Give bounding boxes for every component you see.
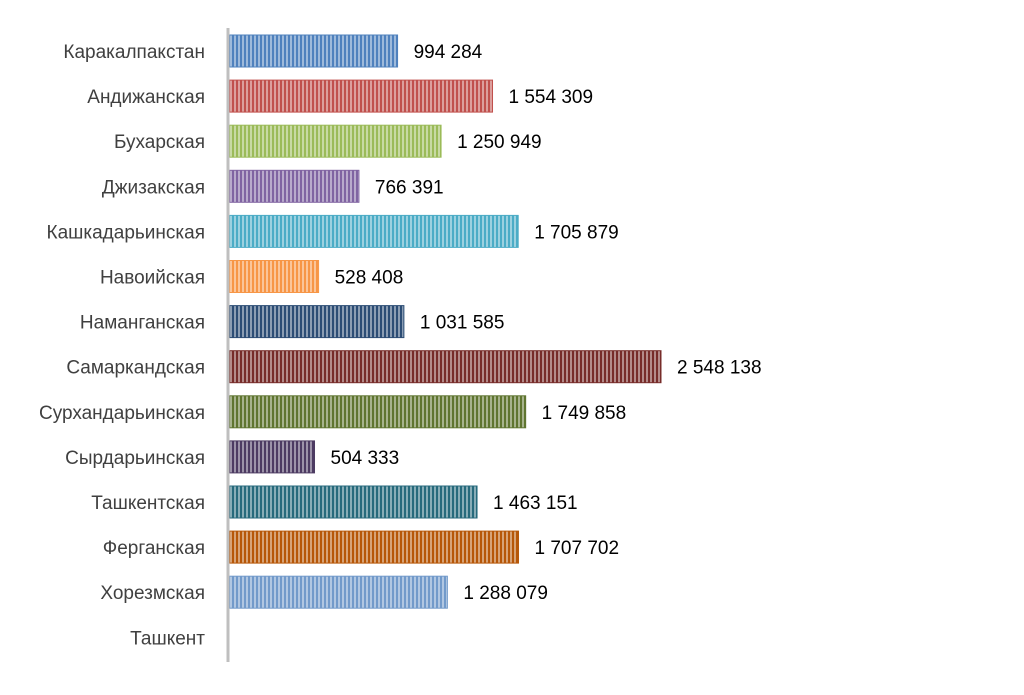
value-label: 1 707 702 <box>535 538 620 559</box>
category-label: Джизакская <box>102 177 205 198</box>
bar <box>228 34 399 68</box>
category-label: Каракалпакстан <box>63 42 205 63</box>
bar <box>228 214 519 248</box>
category-label: Сурхандарьинская <box>39 403 205 424</box>
value-label: 1 031 585 <box>420 313 505 334</box>
bar <box>228 485 478 519</box>
category-label: Сырдарьинская <box>65 448 205 469</box>
bar <box>228 575 448 609</box>
category-label: Ферганская <box>103 538 205 559</box>
value-label: 1 749 858 <box>542 403 627 424</box>
value-label: 1 554 309 <box>509 87 594 108</box>
bar <box>228 79 494 113</box>
value-label: 994 284 <box>414 42 483 63</box>
value-label: 2 548 138 <box>677 358 762 379</box>
category-label: Ташкент <box>130 628 205 649</box>
bar <box>228 395 527 429</box>
value-label: 766 391 <box>375 177 444 198</box>
category-label: Хорезмская <box>100 583 205 604</box>
bar <box>228 440 316 474</box>
value-label: 1 288 079 <box>463 583 548 604</box>
value-label: 1 463 151 <box>493 493 578 514</box>
bar <box>228 350 662 384</box>
category-label: Бухарская <box>114 132 205 153</box>
value-label: 1 250 949 <box>457 132 542 153</box>
category-label: Навоийская <box>100 268 205 289</box>
category-label: Андижанская <box>87 87 205 108</box>
category-label: Ташкентская <box>91 493 205 514</box>
value-label: 1 705 879 <box>534 222 619 243</box>
category-label: Самаркандская <box>66 358 205 379</box>
category-label: Кашкадарьинская <box>47 222 206 243</box>
bar <box>228 530 520 564</box>
bar <box>228 260 320 293</box>
value-label: 504 333 <box>331 448 400 469</box>
category-label: Наманганская <box>80 313 205 334</box>
bars-layer <box>228 34 662 609</box>
value-label: 528 408 <box>335 268 404 289</box>
bar <box>228 305 405 339</box>
bar <box>228 169 360 203</box>
labels-layer: Каракалпакстан 994 284 Андижанская 1 554 30… <box>39 42 762 649</box>
bar <box>228 124 442 158</box>
